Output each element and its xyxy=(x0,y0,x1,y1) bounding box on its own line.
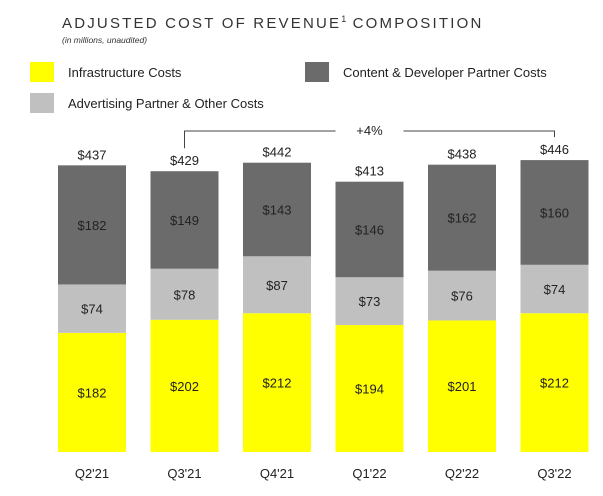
annotation-bracket-left xyxy=(184,130,336,149)
bar-value-label-content-developer-2: $149 xyxy=(170,213,199,228)
bar-value-label-content-developer-4: $146 xyxy=(355,222,384,237)
bar-segment-infrastructure-5 xyxy=(428,320,496,452)
bar-value-label-infrastructure-3: $212 xyxy=(263,376,292,391)
bar-total-label-1: $437 xyxy=(78,147,107,162)
bar-total-label-4: $413 xyxy=(355,164,384,179)
legend-label-advertising: Advertising Partner & Other Costs xyxy=(68,95,264,111)
legend-item-infrastructure: Infrastructure Costs xyxy=(30,62,181,82)
legend-swatch-infrastructure xyxy=(30,62,54,82)
x-tick-label-2: Q3'21 xyxy=(167,466,201,481)
x-tick-label-6: Q3'22 xyxy=(537,466,571,481)
bar-segment-infrastructure-4 xyxy=(335,325,404,452)
bar-value-label-infrastructure-2: $202 xyxy=(170,379,199,394)
bar-total-label-3: $442 xyxy=(263,145,292,160)
bar-segment-infrastructure-3 xyxy=(243,313,311,452)
legend-label-content-developer: Content & Developer Partner Costs xyxy=(343,64,547,80)
bar-segment-content-developer-1 xyxy=(58,165,126,285)
bar-value-label-advertising-6: $74 xyxy=(544,282,566,297)
bar-value-label-advertising-5: $76 xyxy=(451,289,473,304)
bar-segment-content-developer-5 xyxy=(428,164,496,271)
bar-segment-content-developer-3 xyxy=(243,162,311,257)
bar-value-label-advertising-4: $73 xyxy=(359,294,381,309)
legend-label-infrastructure: Infrastructure Costs xyxy=(68,64,182,80)
bar-total-label-2: $429 xyxy=(170,153,199,168)
x-tick-label-3: Q4'21 xyxy=(260,466,294,481)
bar-value-label-advertising-3: $87 xyxy=(266,278,288,293)
chart-title: ADJUSTED COST OF REVENUE1 COMPOSITION xyxy=(62,14,484,32)
bar-segment-content-developer-6 xyxy=(520,160,589,265)
chart-subtitle: (in millions, unaudited) xyxy=(62,35,148,45)
x-tick-label-1: Q2'21 xyxy=(75,466,109,481)
bar-value-label-infrastructure-5: $201 xyxy=(448,379,477,394)
legend-swatch-advertising xyxy=(30,93,54,113)
x-tick-label-5: Q2'22 xyxy=(445,466,479,481)
legend-swatch-content-developer xyxy=(305,62,329,82)
bar-value-label-advertising-2: $78 xyxy=(174,287,196,302)
bar-value-label-content-developer-6: $160 xyxy=(540,205,569,220)
bar-segment-content-developer-4 xyxy=(335,181,404,278)
bar-value-label-infrastructure-6: $212 xyxy=(540,376,569,391)
bar-value-label-infrastructure-1: $182 xyxy=(78,385,107,400)
annotation-label: +4% xyxy=(356,123,383,138)
legend-item-content-developer: Content & Developer Partner Costs xyxy=(305,62,547,82)
bar-total-label-5: $438 xyxy=(448,147,477,162)
bar-segment-infrastructure-2 xyxy=(150,319,219,452)
bar-segment-advertising-6 xyxy=(520,264,589,314)
bar-value-label-advertising-1: $74 xyxy=(81,302,103,317)
bar-value-label-content-developer-5: $162 xyxy=(448,211,477,226)
bar-value-label-infrastructure-4: $194 xyxy=(355,382,384,397)
bar-segment-advertising-3 xyxy=(243,256,311,314)
legend-item-advertising: Advertising Partner & Other Costs xyxy=(30,93,264,113)
bar-segment-advertising-5 xyxy=(428,270,496,321)
bar-segment-content-developer-2 xyxy=(150,171,219,269)
annotation-bracket-right xyxy=(403,130,555,138)
bar-segment-infrastructure-1 xyxy=(58,332,126,452)
bar-segment-infrastructure-6 xyxy=(520,313,589,452)
bar-segment-advertising-1 xyxy=(58,284,126,333)
x-tick-label-4: Q1'22 xyxy=(352,466,386,481)
bar-segment-advertising-2 xyxy=(150,268,219,320)
bar-value-label-content-developer-1: $182 xyxy=(78,218,107,233)
bar-value-label-content-developer-3: $143 xyxy=(263,203,292,218)
bar-total-label-6: $446 xyxy=(540,142,569,157)
bar-segment-advertising-4 xyxy=(335,277,404,326)
